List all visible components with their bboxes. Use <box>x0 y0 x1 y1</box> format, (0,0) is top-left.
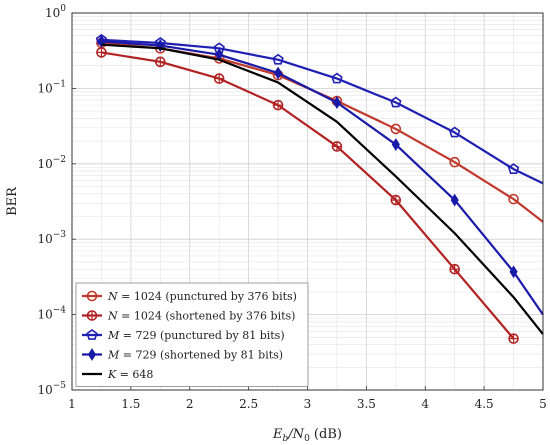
data-point <box>450 193 459 207</box>
legend-marker <box>86 290 98 302</box>
legend-marker <box>86 310 98 321</box>
x-tick-label: 3 <box>304 397 312 411</box>
legend-box <box>75 282 309 387</box>
data-point <box>391 138 400 151</box>
x-axis-title-sub2: 0 <box>304 434 310 444</box>
series-5 <box>101 43 544 335</box>
y-tick-label: 10−5 <box>37 381 66 397</box>
data-point <box>273 66 283 80</box>
legend-label: N = 1024 (shortened by 376 bits) <box>107 310 295 323</box>
data-point <box>390 194 402 206</box>
data-point <box>331 141 343 152</box>
legend-entry: K = 648 <box>82 368 153 381</box>
data-point <box>96 47 107 58</box>
series-line <box>101 38 544 185</box>
x-tick-label: 3.5 <box>357 397 376 411</box>
data-point <box>390 96 402 108</box>
data-point <box>390 123 402 135</box>
x-axis-title-tail: (dB) <box>310 427 342 442</box>
series-line <box>101 43 544 335</box>
legend-marker <box>87 348 97 361</box>
x-axis-title-mid: /N <box>286 427 304 442</box>
data-point <box>272 99 284 111</box>
data-point <box>449 156 460 168</box>
data-point <box>448 126 461 138</box>
x-axis-title-main: E <box>272 427 283 442</box>
x-tick-label: 2 <box>186 397 194 411</box>
data-point <box>272 53 284 65</box>
legend-label: M = 729 (shortened by 81 bits) <box>107 349 283 362</box>
series-2 <box>96 47 519 344</box>
legend: N = 1024 (punctured by 376 bits) N = 1024… <box>75 282 309 387</box>
data-point <box>449 263 460 275</box>
legend-entry: M = 729 (punctured by 81 bits) <box>82 329 285 342</box>
x-tick-label: 4 <box>421 397 429 411</box>
y-axis-title: BER <box>5 186 20 216</box>
legend-entry: N = 1024 (punctured by 376 bits) <box>82 290 297 303</box>
data-point <box>507 163 520 174</box>
data-point <box>509 265 518 279</box>
y-tick-label: 100 <box>45 4 66 20</box>
legend-label: M = 729 (punctured by 81 bits) <box>107 329 285 342</box>
data-point <box>332 96 342 109</box>
legend-label: K = 648 <box>107 368 153 381</box>
data-point <box>331 72 343 84</box>
data-point <box>508 333 519 344</box>
y-tick-label: 10−2 <box>37 155 66 171</box>
data-point <box>213 73 225 84</box>
x-tick-label: 2.5 <box>239 397 258 411</box>
y-tick-label: 10−1 <box>37 79 66 95</box>
series-line <box>101 51 515 340</box>
data-point <box>508 193 519 205</box>
x-tick-label: 1.5 <box>121 397 140 411</box>
x-tick-label: 4.5 <box>475 397 494 411</box>
data-point <box>155 56 166 68</box>
legend-marker <box>86 329 98 340</box>
x-axis-title-sub: b <box>283 434 289 444</box>
y-tick-label: 10−3 <box>37 230 66 246</box>
x-axis-title: Eb/N0 (dB) <box>272 427 342 444</box>
series-layer <box>95 33 544 344</box>
x-tick-label: 5 <box>539 397 547 411</box>
legend-entry: M = 729 (shortened by 81 bits) <box>82 348 283 362</box>
legend-entry: N = 1024 (shortened by 376 bits) <box>82 310 295 323</box>
ticks-layer: 1 1.5 2 2.5 3 3.5 4 4.5 5 100 10−1 10−2 10−3 10−4 10−5 <box>37 4 546 411</box>
y-tick-label: 10−4 <box>37 306 66 322</box>
legend-label: N = 1024 (punctured by 376 bits) <box>107 290 297 303</box>
x-tick-label: 1 <box>68 397 76 411</box>
